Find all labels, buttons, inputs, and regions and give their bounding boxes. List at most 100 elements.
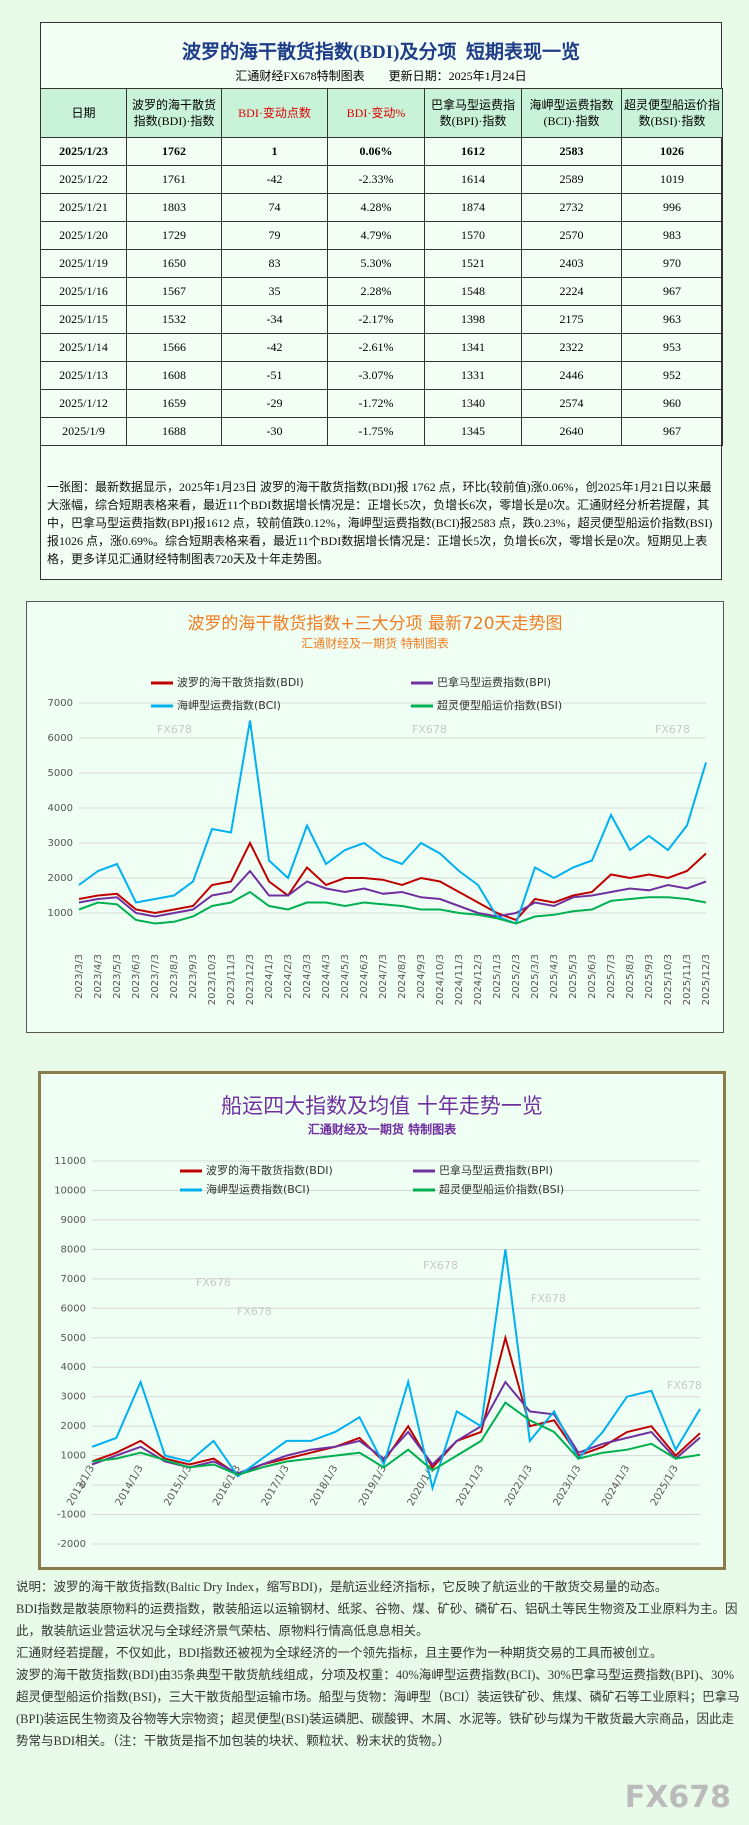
x-tick-label: 2023/9/3 <box>188 954 199 999</box>
table-cell: 2583 <box>521 137 622 166</box>
column-header: BDI·变动% <box>327 88 425 138</box>
y-tick-label: -2000 <box>57 1539 86 1550</box>
legend-label: 波罗的海干散货指数(BDI) <box>177 675 304 689</box>
x-tick-label: 2024/8/3 <box>397 954 408 999</box>
chart-10y: 船运四大指数及均值 十年走势一览 汇通财经及一期货 特制图表 -2000 -100… <box>38 1071 726 1570</box>
column-header: 海岬型运费指数(BCI)·指数 <box>521 88 622 138</box>
table-cell: 1729 <box>126 221 222 250</box>
x-tick-label: 2025/8/3 <box>625 954 636 999</box>
y-tick-label: 6000 <box>61 1303 86 1314</box>
x-tick-label: 2025/9/3 <box>644 954 655 999</box>
table-title: 波罗的海干散货指数(BDI)及分项 短期表现一览 <box>182 42 580 63</box>
x-tick-label: 2024/6/3 <box>359 954 370 999</box>
table-cell: 1521 <box>424 249 522 278</box>
table-cell: 960 <box>621 389 723 418</box>
x-tick-label: 2023/1/3 <box>552 1464 584 1508</box>
notes: 说明：波罗的海干散货指数(Baltic Dry Index，缩写BDI)，是航运… <box>16 1576 744 1752</box>
table-cell: 1341 <box>424 333 522 362</box>
table-row: 2025/1/15 1532 -34 -2.17% 1398 2175 963 <box>40 305 723 334</box>
y-tick-label: -1000 <box>57 1510 86 1521</box>
series-line <box>78 840 707 922</box>
table-cell: 1340 <box>424 389 522 418</box>
logo: FX678 <box>624 1780 731 1815</box>
table-cell: 1650 <box>126 249 222 278</box>
table-cell: 1026 <box>621 137 723 166</box>
note-paragraph: BDI指数是散装原物料的运费指数，散装船运以运输钢材、纸浆、谷物、煤、矿砂、磷矿… <box>16 1602 738 1638</box>
legend-label: 巴拿马型运费指数(BPI) <box>437 675 551 689</box>
legend-label: 超灵便型船运价指数(BSI) <box>437 698 562 712</box>
series-line <box>78 890 707 925</box>
table-cell: 2.28% <box>327 277 425 306</box>
table-cell: 1331 <box>424 361 522 390</box>
x-tick-label: 2018/1/3 <box>308 1464 340 1508</box>
table-cell: 2025/1/22 <box>40 165 127 194</box>
table-cell: 35 <box>221 277 328 306</box>
table-cell: 2446 <box>521 361 622 390</box>
table-cell: -1.75% <box>327 417 425 446</box>
x-tick-label: 2015/1/3 <box>162 1464 194 1508</box>
chart-subtitle: 汇通财经及一期货 特制图表 <box>301 636 449 651</box>
x-tick-label: 2025/4/3 <box>549 954 560 999</box>
table-cell: 83 <box>221 249 328 278</box>
watermark: FX678 <box>412 723 447 736</box>
table-cell: 2403 <box>521 249 622 278</box>
table-cell: 1874 <box>424 193 522 222</box>
table-cell: 2589 <box>521 165 622 194</box>
table-cell: 2025/1/16 <box>40 277 127 306</box>
table-cell: 5.30% <box>327 249 425 278</box>
y-tick-label: 5000 <box>61 1333 86 1344</box>
table-cell: 1398 <box>424 305 522 334</box>
table-cell: 74 <box>221 193 328 222</box>
note-paragraph: 汇通财经若提醒，不仅如此，BDI指数还被视为全球经济的一个领先指标，且主要作为一… <box>16 1646 663 1660</box>
x-tick-label: 2024/10/3 <box>435 954 446 1005</box>
y-tick-label: 5000 <box>48 768 73 779</box>
series-line <box>78 720 707 925</box>
y-tick-label: 1000 <box>48 908 73 919</box>
table-row: 2025/1/21 1803 74 4.28% 1874 2732 996 <box>40 193 723 222</box>
x-tick-label: 2024/1/3 <box>264 954 275 999</box>
x-tick-label: 2021/1/3 <box>454 1464 486 1508</box>
table-cell: 2025/1/23 <box>40 137 127 166</box>
table-cell: 0.06% <box>327 137 425 166</box>
table-cell: 1803 <box>126 193 222 222</box>
table-cell: 1612 <box>424 137 522 166</box>
y-tick-label: 2000 <box>61 1421 86 1432</box>
x-tick-label: 2024/12/3 <box>473 954 484 1005</box>
x-tick-label: 2025/7/3 <box>606 954 617 999</box>
y-tick-label: 6000 <box>48 733 73 744</box>
y-tick-label: 3000 <box>61 1392 86 1403</box>
chart-720d: 波罗的海干散货指数+三大分项 最新720天走势图 汇通财经及一期货 特制图表 1… <box>26 601 724 1033</box>
x-tick-label: 2023/12/3 <box>245 954 256 1005</box>
x-tick-label: 2025/2/3 <box>511 954 522 999</box>
column-header: 日期 <box>40 88 127 138</box>
table: 日期 波罗的海干散货指数(BDI)·指数 BDI·变动点数 BDI·变动% 巴拿马型运费… <box>40 88 723 446</box>
table-cell: 2025/1/19 <box>40 249 127 278</box>
watermark: FX678 <box>237 1305 272 1318</box>
x-tick-label: 2025/3/3 <box>530 954 541 999</box>
y-tick-label: 3000 <box>48 838 73 849</box>
table-cell: -1.72% <box>327 389 425 418</box>
x-tick-label: 2023/5/3 <box>112 954 123 999</box>
x-tick-label: 2025/10/3 <box>663 954 674 1005</box>
series-line <box>91 1401 701 1476</box>
summary-table-box: 波罗的海干散货指数(BDI)及分项 短期表现一览 汇通财经FX678特制图表 更新… <box>40 22 723 580</box>
legend-label: 海岬型运费指数(BCI) <box>177 698 281 712</box>
table-cell: 2025/1/15 <box>40 305 127 334</box>
legend-label: 海岬型运费指数(BCI) <box>206 1182 310 1196</box>
table-cell: 2025/1/20 <box>40 221 127 250</box>
table-cell: -29 <box>221 389 328 418</box>
table-cell: 1532 <box>126 305 222 334</box>
y-tick-label: 0 <box>80 1480 86 1491</box>
legend-label: 巴拿马型运费指数(BPI) <box>439 1163 553 1177</box>
x-tick-label: 2023/11/3 <box>226 954 237 1005</box>
x-tick-label: 2023/7/3 <box>150 954 161 999</box>
column-header: BDI·变动点数 <box>221 88 328 138</box>
table-cell: 967 <box>621 277 723 306</box>
chart-subtitle: 汇通财经及一期货 特制图表 <box>308 1122 457 1137</box>
table-cell: 1567 <box>126 277 222 306</box>
table-cell: -42 <box>221 165 328 194</box>
legend-label: 超灵便型船运价指数(BSI) <box>439 1182 564 1196</box>
table-cell: 2322 <box>521 333 622 362</box>
watermark: FX678 <box>423 1259 458 1272</box>
table-cell: 2025/1/21 <box>40 193 127 222</box>
